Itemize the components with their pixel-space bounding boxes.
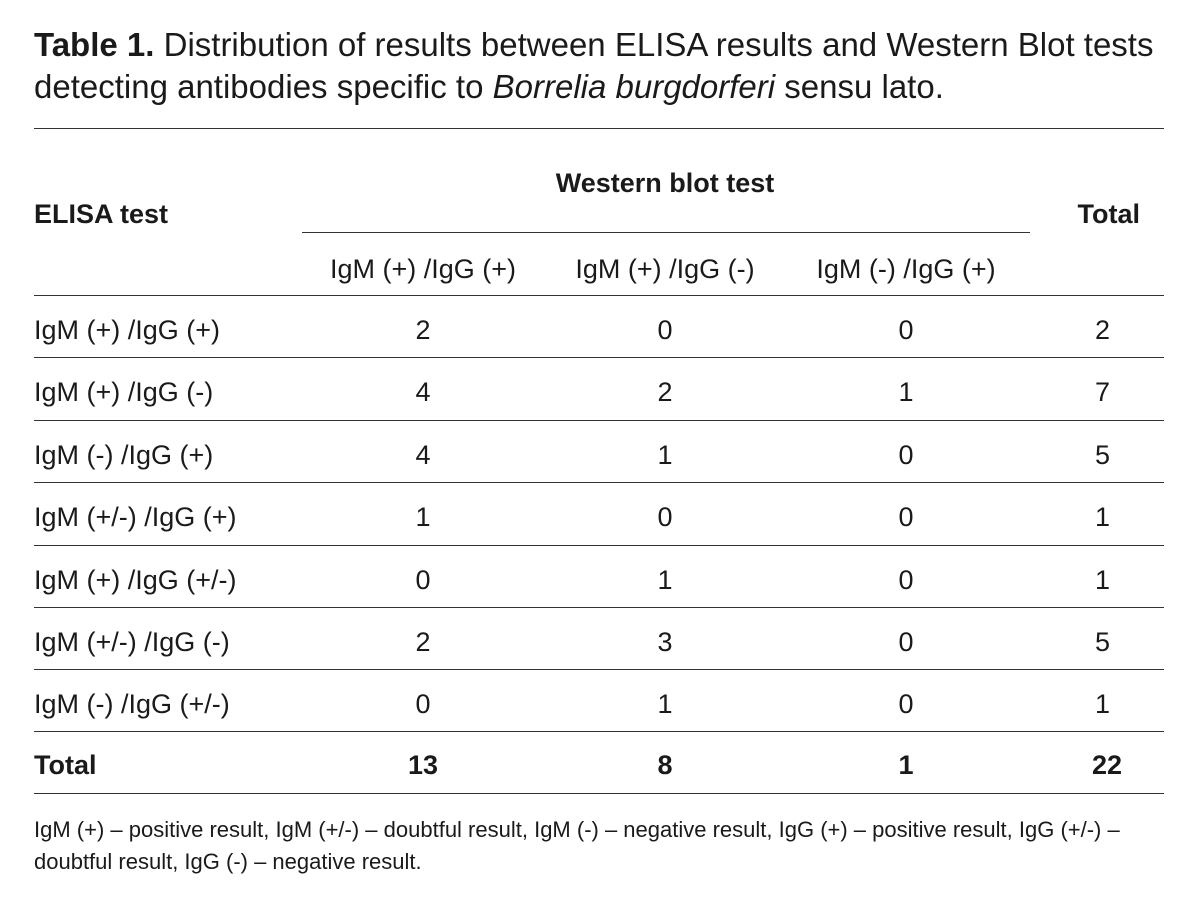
row-total: 1 xyxy=(1094,689,1110,719)
row-divider xyxy=(34,731,1164,732)
cell-value: 1 xyxy=(415,502,431,532)
cell-value: 0 xyxy=(898,565,914,595)
row-label: IgM (+) /IgG (+) xyxy=(34,315,221,345)
row-total: 5 xyxy=(1094,440,1110,470)
cell-value: 3 xyxy=(657,627,673,657)
row-divider xyxy=(34,669,1164,670)
cell-value: 4 xyxy=(415,440,431,470)
row-divider xyxy=(34,420,1164,421)
cell-value: 0 xyxy=(898,689,914,719)
cell-value: 1 xyxy=(657,565,673,595)
cell-value: 4 xyxy=(415,377,431,407)
row-total: 1 xyxy=(1094,502,1110,532)
row-label: IgM (-) /IgG (+/-) xyxy=(34,689,230,719)
row-total: 7 xyxy=(1094,377,1110,407)
total-header: Total xyxy=(1077,199,1141,229)
row-total: 2 xyxy=(1094,315,1110,345)
group-header-divider xyxy=(302,232,1030,233)
caption-text-before: Distribution of results between ELISA re… xyxy=(34,26,1154,105)
total-value: 8 xyxy=(657,750,673,780)
row-divider xyxy=(34,357,1164,358)
grand-total: 22 xyxy=(1091,750,1122,780)
cell-value: 0 xyxy=(415,565,431,595)
row-label: IgM (+) /IgG (+/-) xyxy=(34,565,237,595)
cell-value: 0 xyxy=(657,315,673,345)
total-value: 1 xyxy=(898,750,914,780)
row-label: IgM (+/-) /IgG (-) xyxy=(34,627,230,657)
total-value: 13 xyxy=(407,750,439,780)
row-divider xyxy=(34,545,1164,546)
row-total: 5 xyxy=(1094,627,1110,657)
cell-value: 0 xyxy=(657,502,673,532)
row-total: 1 xyxy=(1094,565,1110,595)
cell-value: 1 xyxy=(657,440,673,470)
cell-value: 1 xyxy=(657,689,673,719)
caption-divider xyxy=(34,128,1164,129)
row-label: IgM (+/-) /IgG (+) xyxy=(34,502,237,532)
cell-value: 0 xyxy=(898,627,914,657)
total-row-label: Total xyxy=(34,750,97,780)
cell-value: 2 xyxy=(415,315,431,345)
cell-value: 2 xyxy=(415,627,431,657)
table-caption: Table 1. Distribution of results between… xyxy=(34,24,1174,108)
row-header: ELISA test xyxy=(34,199,169,229)
cell-value: 0 xyxy=(898,440,914,470)
caption-text-after: sensu lato. xyxy=(775,68,944,105)
table-label: Table 1. xyxy=(34,26,155,63)
table-footnote: IgM (+) – positive result, IgM (+/-) – d… xyxy=(34,817,1120,874)
column-header: IgM (-) /IgG (+) xyxy=(816,254,996,284)
table-bottom-rule xyxy=(34,793,1164,794)
cell-value: 1 xyxy=(898,377,914,407)
species-name: Borrelia burgdorferi xyxy=(492,68,776,105)
row-label: IgM (+) /IgG (-) xyxy=(34,377,214,407)
cell-value: 2 xyxy=(657,377,673,407)
row-divider xyxy=(34,482,1164,483)
cell-value: 0 xyxy=(898,315,914,345)
column-header: IgM (+) /IgG (-) xyxy=(575,254,755,284)
row-divider xyxy=(34,295,1164,296)
column-header: IgM (+) /IgG (+) xyxy=(329,254,517,284)
cell-value: 0 xyxy=(415,689,431,719)
row-label: IgM (-) /IgG (+) xyxy=(34,440,214,470)
cell-value: 0 xyxy=(898,502,914,532)
row-divider xyxy=(34,607,1164,608)
group-header: Western blot test xyxy=(555,168,775,198)
